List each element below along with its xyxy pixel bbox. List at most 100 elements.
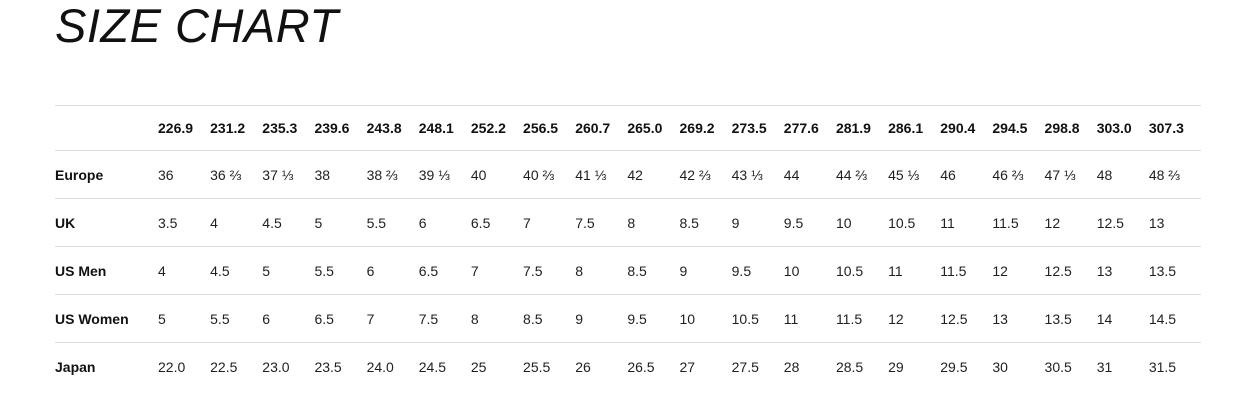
- size-cell: 43 ⅓: [731, 166, 763, 183]
- size-cell: 13.5: [1148, 262, 1177, 279]
- size-cell: 14.5: [1148, 310, 1177, 327]
- column-header-mm: 290.4: [940, 120, 976, 136]
- row-label: US Men: [55, 262, 107, 279]
- size-cell: 14: [1096, 310, 1113, 327]
- size-cell: 8: [575, 262, 583, 279]
- size-cell: 39 ⅓: [418, 166, 450, 183]
- size-cell: 37 ⅓: [262, 166, 294, 183]
- size-cell: 11: [783, 310, 799, 327]
- row-label: UK: [55, 214, 76, 231]
- column-header-mm: 260.7: [575, 120, 611, 136]
- size-cell: 31.5: [1148, 358, 1177, 375]
- size-cell: 12: [888, 310, 904, 327]
- column-header-mm: 298.8: [1044, 120, 1080, 136]
- size-cell: 9: [575, 310, 583, 327]
- column-header-mm: 231.2: [210, 120, 246, 136]
- size-cell: 5.5: [210, 310, 230, 327]
- size-cell: 10.5: [731, 310, 759, 327]
- size-cell: 10: [835, 214, 852, 231]
- size-cell: 23.5: [314, 358, 342, 375]
- size-cell: 11.5: [940, 262, 967, 279]
- column-header-mm: 286.1: [888, 120, 924, 136]
- size-cell: 11: [940, 214, 955, 231]
- column-header-mm: 239.6: [314, 120, 350, 136]
- size-cell: 4: [158, 262, 166, 279]
- size-cell: 40 ⅔: [523, 166, 555, 183]
- size-cell: 26: [575, 358, 591, 375]
- size-cell: 22.0: [158, 358, 186, 375]
- size-cell: 48: [1096, 166, 1113, 183]
- page-title: SIZE CHART: [55, 0, 339, 52]
- size-cell: 44: [783, 166, 800, 183]
- row-label: Japan: [55, 358, 96, 375]
- table-row-japan: Japan 22.0 22.5 23.0 23.5 24.0 24.5 25 25.5 26 26.…: [55, 342, 1201, 390]
- size-cell: 4: [210, 214, 218, 231]
- size-cell: 8: [470, 310, 479, 327]
- size-cell: 26.5: [627, 358, 655, 375]
- size-cell: 11: [888, 262, 903, 279]
- size-cell: 45 ⅓: [888, 166, 920, 183]
- size-cell: 44 ⅔: [835, 166, 868, 183]
- size-cell: 13: [992, 310, 1008, 327]
- column-header-mm: 307.3: [1148, 120, 1184, 136]
- size-cell: 28.5: [835, 358, 864, 375]
- size-cell: 6: [366, 262, 375, 279]
- size-cell: 9.5: [627, 310, 647, 327]
- size-cell: 12.5: [1044, 262, 1072, 279]
- size-cell: 7.5: [575, 214, 595, 231]
- size-cell: 23.0: [262, 358, 290, 375]
- size-cell: 46: [940, 166, 956, 183]
- size-cell: 25.5: [523, 358, 551, 375]
- column-header-mm: 303.0: [1096, 120, 1132, 136]
- size-cell: 30.5: [1044, 358, 1072, 375]
- size-cell: 42: [627, 166, 643, 183]
- size-cell: 7: [366, 310, 375, 327]
- size-cell: 28: [783, 358, 800, 375]
- size-cell: 4.5: [262, 214, 282, 231]
- size-cell: 6.5: [314, 310, 334, 327]
- column-header-mm: 265.0: [627, 120, 663, 136]
- size-cell: 10.5: [888, 214, 916, 231]
- table-header-row: 226.9 231.2 235.3 239.6 243.8 248.1 252.2 256.5…: [55, 105, 1201, 150]
- column-header-mm: 248.1: [418, 120, 454, 136]
- column-header-mm: 281.9: [835, 120, 871, 136]
- size-cell: 12.5: [1096, 214, 1124, 231]
- size-cell: 29: [888, 358, 904, 375]
- size-cell: 9.5: [783, 214, 804, 231]
- row-label: US Women: [55, 310, 129, 327]
- size-cell: 12: [1044, 214, 1061, 231]
- size-cell: 38 ⅔: [366, 166, 398, 183]
- column-header-mm: 269.2: [679, 120, 715, 136]
- size-cell: 29.5: [940, 358, 968, 375]
- size-cell: 10: [679, 310, 696, 327]
- size-cell: 3.5: [158, 214, 178, 231]
- size-cell: 48 ⅔: [1148, 166, 1180, 183]
- size-cell: 40: [470, 166, 487, 183]
- size-cell: 7.5: [523, 262, 543, 279]
- size-cell: 12.5: [940, 310, 968, 327]
- size-cell: 36 ⅔: [210, 166, 242, 183]
- size-cell: 30: [992, 358, 1008, 375]
- column-header-mm: 256.5: [523, 120, 559, 136]
- size-conversion-table: 226.9 231.2 235.3 239.6 243.8 248.1 252.2 256.5…: [55, 105, 1201, 390]
- size-cell: 31: [1096, 358, 1113, 375]
- size-cell: 5.5: [314, 262, 334, 279]
- table-row-us-women: US Women 5 5.5 6 6.5 7 7.5 8 8.5 9 9.5 10 10.5 11 11.5…: [55, 294, 1201, 342]
- size-cell: 13: [1148, 214, 1165, 231]
- size-cell: 6: [262, 310, 271, 327]
- size-cell: 38: [314, 166, 331, 183]
- size-cell: 4.5: [210, 262, 230, 279]
- size-cell: 24.0: [366, 358, 394, 375]
- size-cell: 27.5: [731, 358, 759, 375]
- size-cell: 7: [470, 262, 479, 279]
- size-cell: 24.5: [418, 358, 446, 375]
- size-cell: 41 ⅓: [575, 166, 607, 183]
- size-cell: 10: [783, 262, 800, 279]
- table-row-europe: Europe 36 36 ⅔ 37 ⅓ 38 38 ⅔ 39 ⅓ 40 40 ⅔ 41 ⅓ 42 42…: [55, 150, 1201, 198]
- column-header-mm: 277.6: [783, 120, 819, 136]
- size-cell: 8.5: [627, 262, 647, 279]
- size-cell: 7.5: [418, 310, 439, 327]
- size-cell: 25: [470, 358, 487, 375]
- size-cell: 36: [158, 166, 174, 183]
- size-cell: 42 ⅔: [679, 166, 711, 183]
